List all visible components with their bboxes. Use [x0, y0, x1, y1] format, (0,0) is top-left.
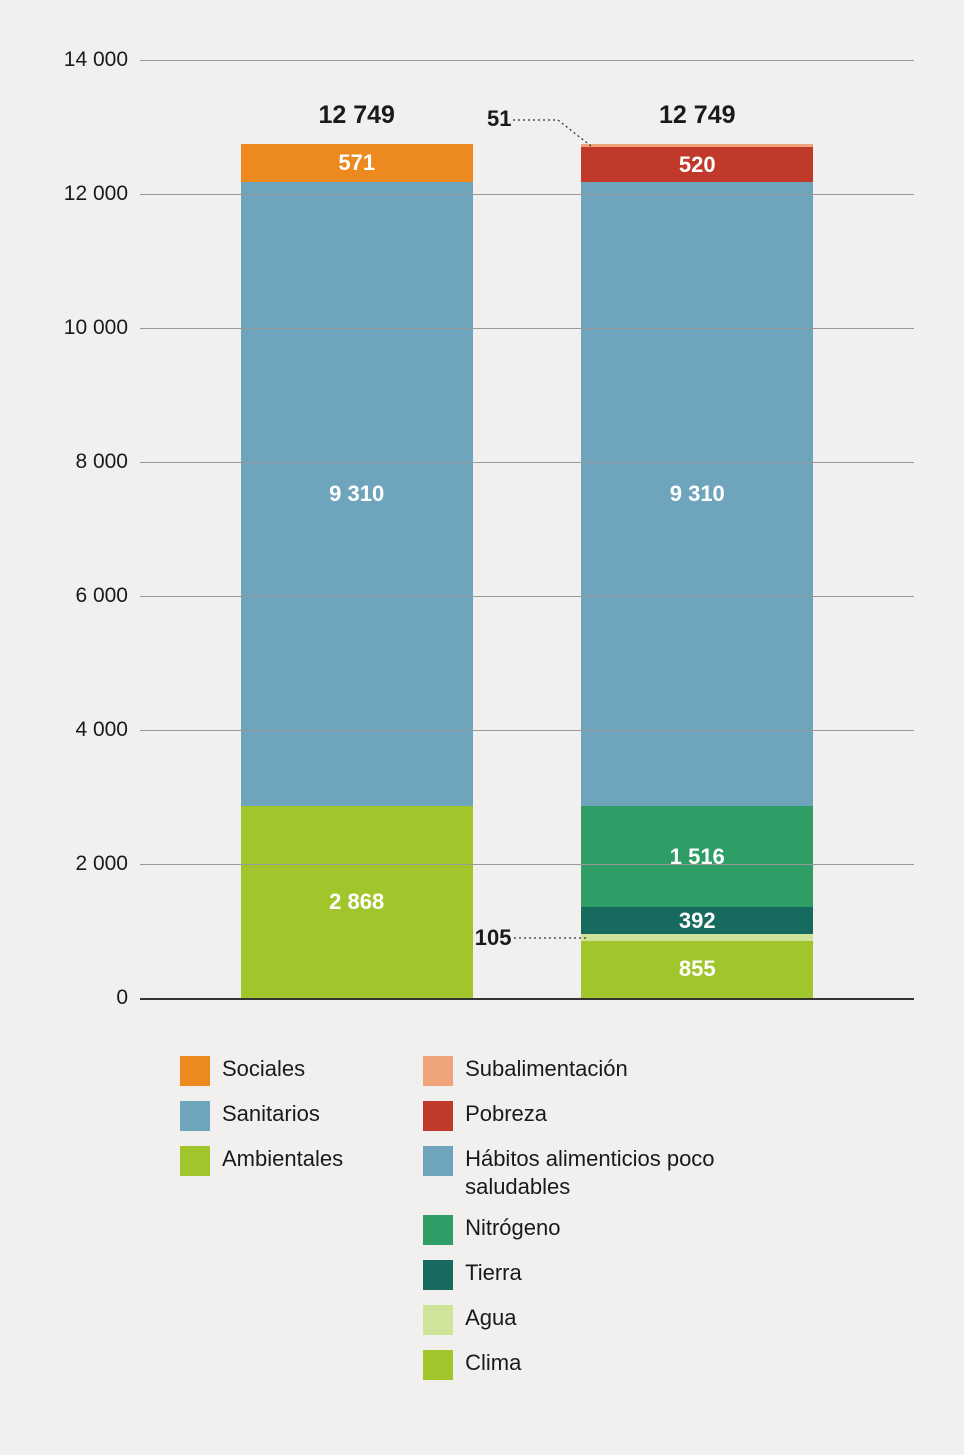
y-tick-label: 14 000: [64, 48, 128, 72]
segment-value-label: 9 310: [670, 481, 725, 507]
bar-segment-pobreza: 520: [581, 147, 813, 182]
bar-segment-agua: [581, 934, 813, 941]
bar-total-label: 12 749: [581, 101, 813, 130]
legend-label: Agua: [465, 1304, 516, 1332]
legend-swatch: [423, 1056, 453, 1086]
gridline: [140, 462, 914, 463]
segment-value-label: 9 310: [329, 481, 384, 507]
bar-segment-sociales: 571: [241, 144, 473, 182]
bars-wrapper: 2 868 9 310 571 12 749 855 392 1 516 9 310 520 12…: [140, 60, 914, 998]
legend-swatch: [180, 1146, 210, 1176]
legend-label: Sociales: [222, 1055, 305, 1083]
bar-segment-clima: 855: [581, 941, 813, 998]
legend-label: Sanitarios: [222, 1100, 320, 1128]
segment-value-label: 520: [679, 152, 716, 178]
segment-value-label: 1 516: [670, 844, 725, 870]
legend-label: Pobreza: [465, 1100, 547, 1128]
y-tick-label: 6 000: [75, 584, 128, 608]
legend: Sociales Sanitarios Ambientales Subaliment…: [180, 1055, 934, 1380]
bar-column: 2 868 9 310 571 12 749: [241, 60, 473, 998]
segment-value-label: 571: [338, 150, 375, 176]
y-tick-label: 0: [116, 986, 128, 1010]
legend-swatch: [180, 1056, 210, 1086]
y-tick-label: 10 000: [64, 316, 128, 340]
legend-swatch: [423, 1146, 453, 1176]
gridline: [140, 596, 914, 597]
legend-label: Tierra: [465, 1259, 522, 1287]
bar-segment-tierra: 392: [581, 907, 813, 933]
y-tick-label: 2 000: [75, 852, 128, 876]
gridline: [140, 864, 914, 865]
stacked-bar-chart: DÓLARES PPA DE 2020 (MILES DE MILLONES) …: [10, 60, 934, 1380]
legend-item: Subalimentación: [423, 1055, 725, 1086]
bar-segment-ambientales: 2 868: [241, 806, 473, 998]
y-tick-label: 4 000: [75, 718, 128, 742]
y-tick-label: 8 000: [75, 450, 128, 474]
legend-column-left: Sociales Sanitarios Ambientales: [180, 1055, 343, 1380]
segment-value-label: 2 868: [329, 889, 384, 915]
gridline: [140, 328, 914, 329]
bar-segment-nitrogeno: 1 516: [581, 806, 813, 908]
bar-stack: 8553921 5169 31052012 749: [581, 144, 813, 998]
legend-item: Sanitarios: [180, 1100, 343, 1131]
legend-label: Subalimentación: [465, 1055, 628, 1083]
legend-item: Agua: [423, 1304, 725, 1335]
legend-swatch: [423, 1305, 453, 1335]
chart-grid: 2 868 9 310 571 12 749 855 392 1 516 9 310 520 12…: [140, 60, 914, 1000]
callout-label-agua: 105: [475, 925, 512, 951]
legend-item: Hábitos alimenticios poco saludables: [423, 1145, 725, 1200]
y-tick-label: 12 000: [64, 182, 128, 206]
bar-segment-sanitarios: 9 310: [241, 182, 473, 806]
bar-column: 8553921 5169 31052012 74951105: [581, 60, 813, 998]
legend-item: Nitrógeno: [423, 1214, 725, 1245]
bar-segment-habitos: 9 310: [581, 182, 813, 806]
plot-area: DÓLARES PPA DE 2020 (MILES DE MILLONES) …: [140, 60, 914, 1000]
gridline: [140, 194, 914, 195]
callout-label-subalimentacion: 51: [487, 106, 511, 132]
legend-swatch: [423, 1101, 453, 1131]
legend-label: Nitrógeno: [465, 1214, 560, 1242]
gridline: [140, 730, 914, 731]
gridline: [140, 60, 914, 61]
legend-item: Sociales: [180, 1055, 343, 1086]
legend-item: Ambientales: [180, 1145, 343, 1176]
legend-swatch: [423, 1260, 453, 1290]
legend-label: Hábitos alimenticios poco saludables: [465, 1145, 725, 1200]
legend-item: Tierra: [423, 1259, 725, 1290]
legend-label: Ambientales: [222, 1145, 343, 1173]
legend-item: Pobreza: [423, 1100, 725, 1131]
legend-column-right: Subalimentación Pobreza Hábitos alimentici…: [423, 1055, 725, 1380]
legend-swatch: [423, 1350, 453, 1380]
bar-total-label: 12 749: [241, 101, 473, 130]
legend-item: Clima: [423, 1349, 725, 1380]
segment-value-label: 855: [679, 956, 716, 982]
legend-swatch: [180, 1101, 210, 1131]
callout-leader-agua: [514, 931, 589, 945]
legend-label: Clima: [465, 1349, 521, 1377]
bar-stack: 2 8689 31057112 749: [241, 144, 473, 998]
legend-swatch: [423, 1215, 453, 1245]
segment-value-label: 392: [679, 908, 716, 934]
